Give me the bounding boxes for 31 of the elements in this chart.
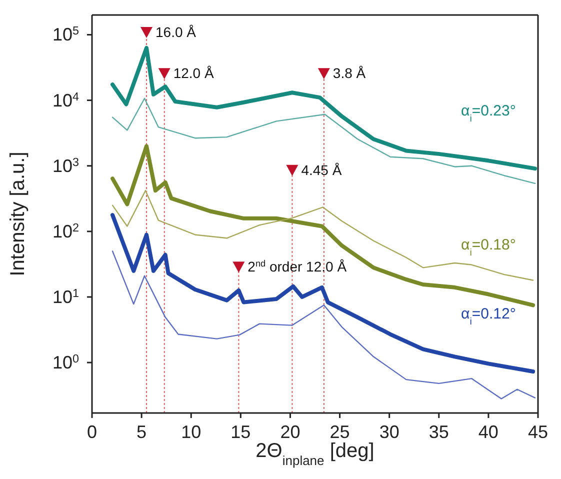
line-series: [110, 213, 536, 374]
text: α$_{i}$=0.23°: [461, 102, 516, 124]
y-tick-label: 10$^{3}$: [52, 155, 79, 176]
x-tick-label: 45: [528, 422, 548, 442]
line-series: [112, 190, 534, 281]
x-tick-label: 20: [280, 422, 300, 442]
annotation: 3.8 Å: [332, 65, 366, 82]
annotation: 4.45 Å: [301, 162, 342, 178]
line-series: [112, 250, 536, 400]
y-tick-label: 10$^{5}$: [52, 24, 80, 45]
y-tick-label: 10$^{2}$: [52, 220, 79, 242]
x-tick-label: 5: [136, 422, 147, 442]
y-tick-label: 10$^{1}$: [52, 286, 79, 307]
x-tick-label: 10: [181, 422, 202, 442]
annotation: 2$^{nd}$ order 12.0 Å: [248, 258, 348, 275]
x-tick-label: 40: [478, 422, 498, 442]
annotation: 16.0 Å: [156, 24, 197, 40]
x-axis-title: 2Θ$_{inplane}$ [deg]: [256, 440, 374, 468]
x-tick-label: 0: [86, 422, 98, 442]
x-tick-label: 15: [230, 422, 251, 442]
annotation: 12.0 Å: [173, 65, 214, 82]
line-series: [112, 98, 536, 184]
text: α$_{i}$=0.12°: [461, 306, 516, 328]
y-axis-title: Intensity [a.u.]: [7, 152, 29, 276]
y-tick-label: 10$^{4}$: [52, 90, 80, 110]
x-tick-label: 30: [379, 422, 400, 442]
line-series: [110, 144, 536, 308]
y-tick-label: 10$^{0}$: [52, 352, 80, 373]
x-tick-label: 35: [428, 422, 449, 442]
x-tick-label: 25: [330, 422, 350, 442]
text: α$_{i}$=0.18°: [461, 236, 516, 258]
